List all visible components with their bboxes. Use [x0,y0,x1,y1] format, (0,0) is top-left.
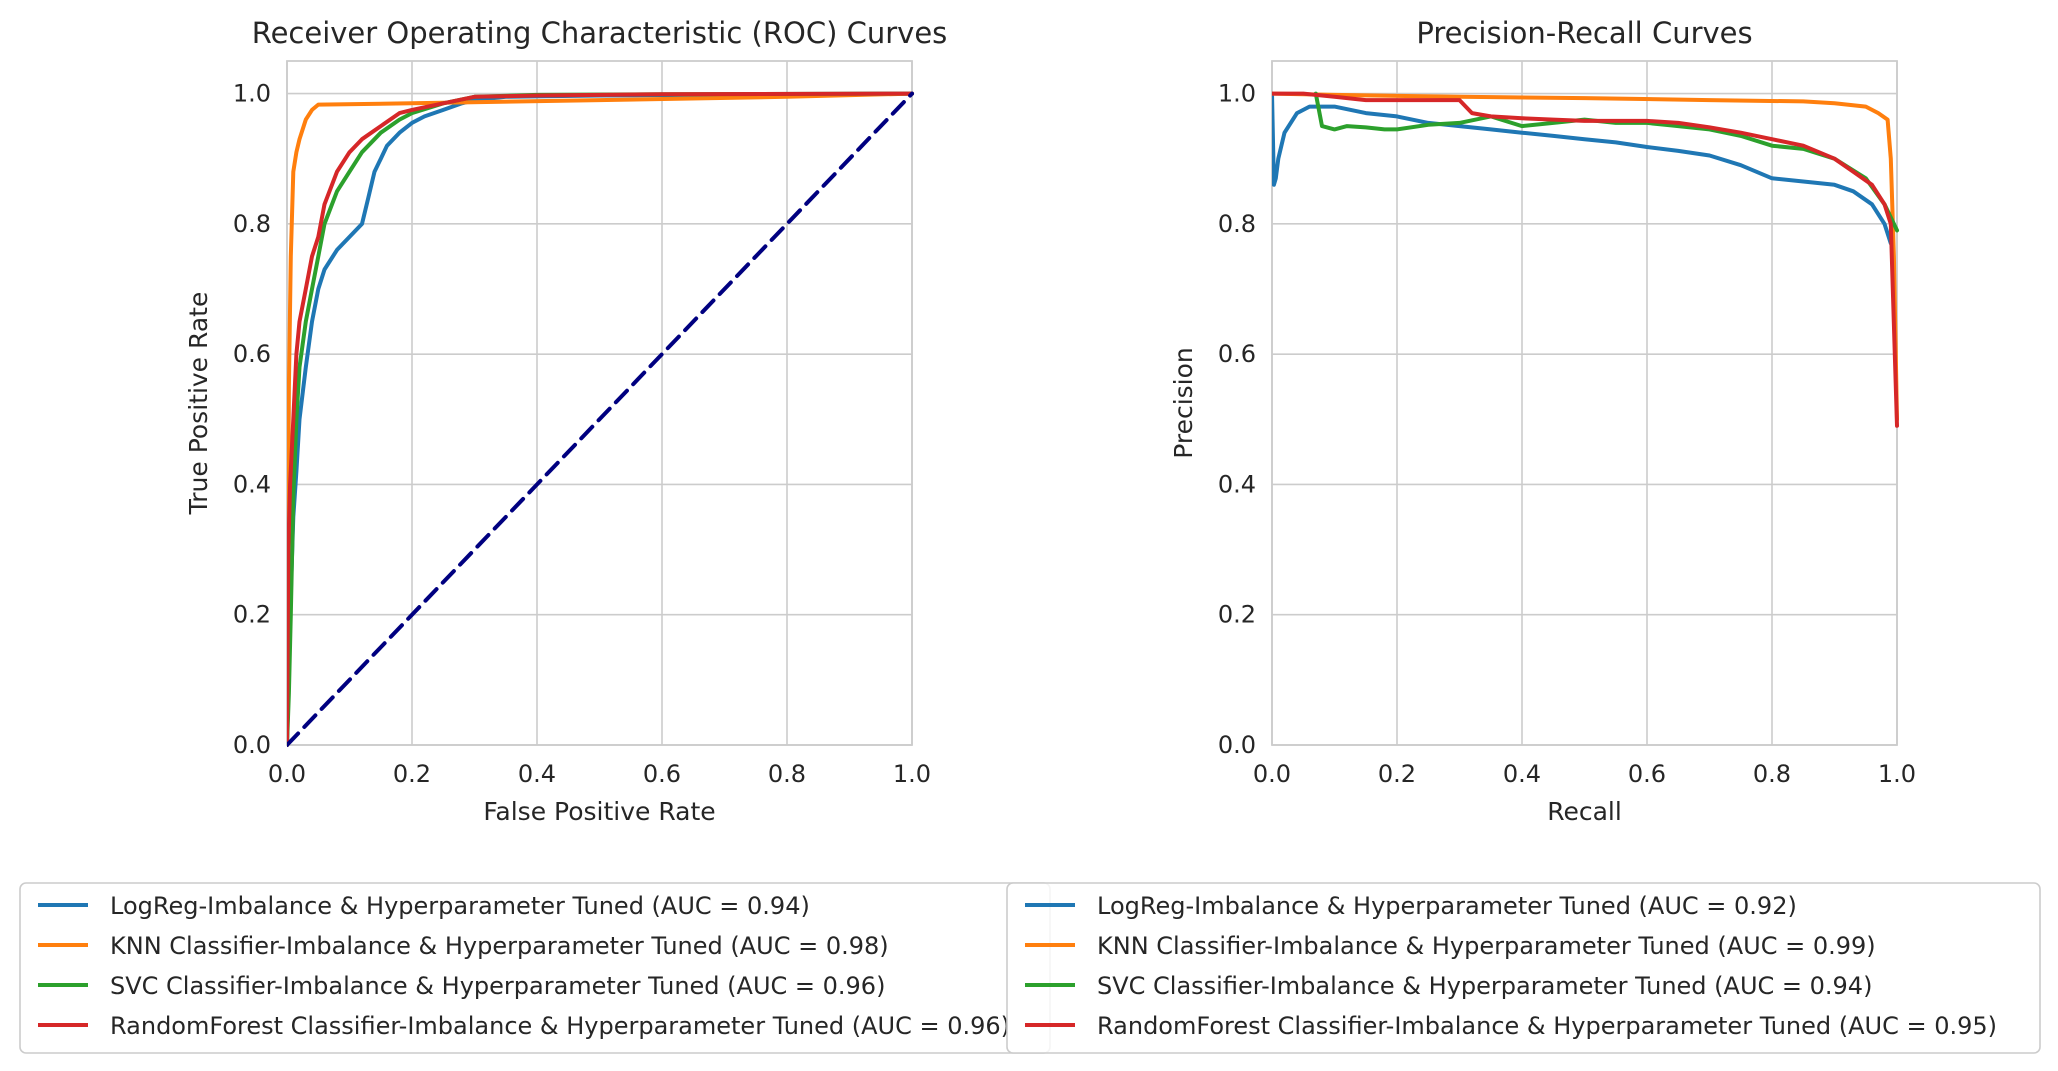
x-axis-label: False Positive Rate [483,797,715,826]
curves [1272,91,1899,428]
legend-1: LogReg-Imbalance & Hyperparameter Tuned … [19,882,1051,1054]
chart-title: Precision-Recall Curves [1416,16,1752,50]
y-tick-label: 1.0 [233,80,271,108]
y-tick-label: 0.8 [1218,210,1256,238]
x-tick-label: 0.0 [268,760,306,788]
legend-entry-label: KNN Classifier-Imbalance & Hyperparamete… [110,932,889,960]
y-tick-label: 0.0 [233,731,271,759]
legend-entry-label: KNN Classifier-Imbalance & Hyperparamete… [1097,932,1876,960]
chart-title: Receiver Operating Characteristic (ROC) … [252,16,948,50]
y-tick-label: 0.2 [233,601,271,629]
diagonal-reference-line [287,91,914,747]
y-tick-label: 0.8 [233,210,271,238]
y-axis-label: True Positive Rate [184,292,213,516]
y-tick-label: 1.0 [1218,80,1256,108]
x-tick-label: 0.2 [393,760,431,788]
x-tick-label: 0.2 [1378,760,1416,788]
chart-panel-2: 0.0 0.2 0.4 0.6 0.8 1.0 0.0 0.2 0.4 0.6 0.8 1.0 Prec… [1169,16,1916,826]
chart-panel-1: 0.0 0.2 0.4 0.6 0.8 1.0 0.0 0.2 0.4 0.6 0.8 1.0 Rece… [184,16,947,826]
legend-entry-label: SVC Classifier-Imbalance & Hyperparamete… [110,972,885,1000]
y-tick-label: 0.2 [1218,601,1256,629]
y-tick-label: 0.4 [1218,470,1256,498]
x-axis-label: Recall [1547,797,1622,826]
legend-entry-label: SVC Classifier-Imbalance & Hyperparamete… [1097,972,1872,1000]
y-tick-label: 0.0 [1218,731,1256,759]
x-tick-label: 0.4 [518,760,556,788]
x-tick-label: 0.8 [768,760,806,788]
curves [287,91,914,747]
x-tick-label: 0.8 [1753,760,1791,788]
legend-entry-label: RandomForest Classifier-Imbalance & Hype… [1097,1012,1997,1040]
x-tick-label: 1.0 [1878,760,1916,788]
x-tick-label: 0.4 [1503,760,1541,788]
x-tick-label: 1.0 [893,760,931,788]
y-tick-label: 0.6 [233,340,271,368]
x-tick-label: 0.6 [1628,760,1666,788]
legend-entry-label: LogReg-Imbalance & Hyperparameter Tuned … [110,892,810,920]
legend-box [1006,882,2041,1054]
legend-entry-label: RandomForest Classifier-Imbalance & Hype… [110,1012,1010,1040]
series-line-2 [287,91,914,747]
legend-entry-label: LogReg-Imbalance & Hyperparameter Tuned … [1097,892,1797,920]
legend-2: LogReg-Imbalance & Hyperparameter Tuned … [1006,882,2041,1054]
x-tick-label: 0.6 [643,760,681,788]
y-axis-label: Precision [1169,347,1198,459]
y-tick-label: 0.4 [233,470,271,498]
series-line-2 [1272,91,1899,422]
series-line-4 [287,91,914,747]
series-line-1 [1272,91,1893,246]
y-tick-label: 0.6 [1218,340,1256,368]
series-line-4 [1272,91,1899,428]
x-tick-label: 0.0 [1253,760,1291,788]
